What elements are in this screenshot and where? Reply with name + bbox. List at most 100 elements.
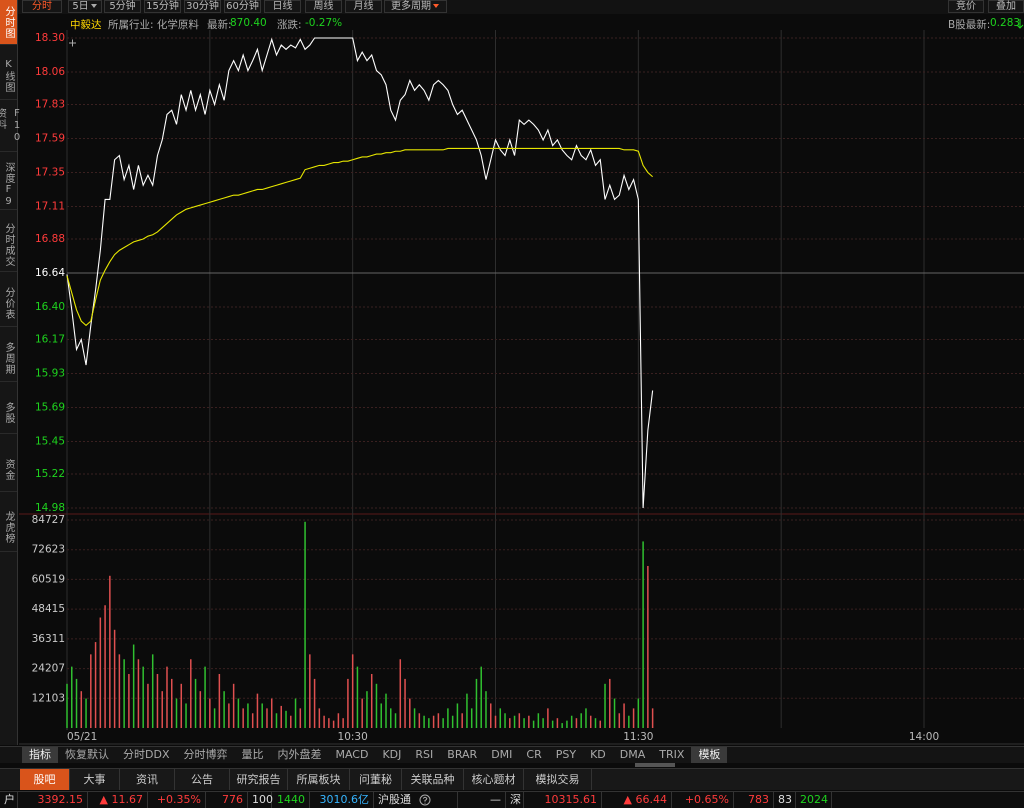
info-tab[interactable]: 股吧	[20, 769, 70, 790]
indicator-tab[interactable]: KD	[590, 748, 606, 761]
indicator-tab[interactable]: 分时DDX	[123, 748, 170, 761]
volume-bar	[461, 713, 463, 728]
period-tab[interactable]: 15分钟	[144, 0, 181, 13]
volume-bar	[585, 708, 587, 728]
x-tick-label: 10:30	[338, 731, 368, 743]
info-tab[interactable]: 研究报告	[230, 769, 288, 790]
volume-bar	[370, 673, 373, 728]
period-tab[interactable]: 5分钟	[104, 0, 141, 13]
volume-bar	[132, 644, 135, 728]
period-tab[interactable]: 30分钟	[184, 0, 221, 13]
volume-bar	[566, 720, 568, 728]
period-tab[interactable]: 更多周期	[384, 0, 447, 13]
y-tick-label: 17.59	[35, 133, 65, 145]
volume-bar	[204, 666, 206, 728]
volume-bar	[256, 693, 259, 728]
y-tick-label: 17.11	[35, 200, 65, 212]
indicator-tab[interactable]: 恢复默认	[65, 748, 109, 761]
side-tab[interactable]: 龙虎榜	[0, 503, 17, 552]
volume-bar	[499, 708, 502, 728]
status-item: 2024	[796, 792, 832, 808]
volume-bar	[475, 678, 478, 728]
volume-bar	[432, 715, 435, 728]
indicator-bar: 指标 恢复默认 分时DDX 分时博弈 量比 内外盘差 MACD KDJ RSI BRAR DMI CR…	[0, 746, 1024, 763]
help-icon[interactable]	[419, 794, 431, 806]
indicator-tab[interactable]: DMI	[491, 748, 513, 761]
volume-bar	[80, 691, 83, 728]
status-item: 1440	[272, 792, 310, 808]
indicator-tab[interactable]: DMA	[619, 748, 646, 761]
period-tab[interactable]: 周线	[305, 0, 342, 13]
scroll-handle	[635, 763, 675, 767]
period-tab[interactable]: 5日	[68, 0, 102, 13]
side-tab[interactable]: 多股	[0, 393, 17, 434]
status-item: ▲ 66.44	[602, 792, 672, 808]
period-tab[interactable]: 60分钟	[224, 0, 261, 13]
info-tab[interactable]: 大事	[70, 769, 120, 790]
right-tab[interactable]: 叠加	[988, 0, 1024, 13]
volume-bar	[561, 723, 563, 728]
volume-bar	[328, 718, 330, 728]
side-tab[interactable]: 分时图	[0, 0, 17, 45]
indicator-tab[interactable]: 量比	[241, 748, 264, 761]
volume-bar	[366, 691, 368, 728]
indicator-tab[interactable]: 分时博弈	[183, 748, 228, 761]
y-tick-label: 15.69	[35, 401, 65, 413]
volume-bar	[532, 720, 535, 728]
indicator-tab[interactable]: TRIX	[659, 748, 685, 761]
side-tab[interactable]: 资金	[0, 448, 17, 492]
indicator-tab[interactable]: 内外盘差	[277, 748, 322, 761]
side-tab[interactable]: 分价表	[0, 280, 17, 327]
indicator-tab[interactable]: RSI	[415, 748, 434, 761]
status-item: 3010.6亿	[310, 792, 374, 808]
volume-bar	[85, 698, 87, 728]
indicator-tab[interactable]: 指标	[22, 747, 58, 763]
volume-bar	[104, 605, 106, 728]
indicator-tab[interactable]: KDJ	[382, 748, 402, 761]
volume-bar	[609, 678, 611, 728]
volume-bar	[442, 718, 444, 728]
indicator-tab[interactable]: CR	[526, 748, 542, 761]
volume-bar	[537, 713, 540, 728]
indicator-tab[interactable]: PSY	[555, 748, 577, 761]
volume-bar	[190, 659, 192, 728]
side-tab[interactable]: 多周期	[0, 335, 17, 382]
side-tab[interactable]: 分时成交	[0, 218, 17, 272]
volume-bar	[409, 698, 411, 728]
info-tab[interactable]: 问董秘	[350, 769, 402, 790]
industry: 所属行业: 化学原料	[108, 19, 199, 31]
info-tab[interactable]: 关联品种	[402, 769, 464, 790]
period-tab[interactable]: 分时	[22, 0, 62, 13]
side-tab[interactable]: 深度F9	[0, 160, 17, 210]
volume-bar	[185, 703, 187, 728]
indicator-tab[interactable]: MACD	[335, 748, 369, 761]
status-item: —	[458, 792, 506, 808]
volume-bar	[613, 698, 616, 728]
status-item: +0.35%	[148, 792, 206, 808]
info-tab[interactable]: 模拟交易	[524, 769, 592, 790]
volume-bar	[347, 678, 349, 728]
right-tab[interactable]: 竞价	[948, 0, 984, 13]
indicator-tab[interactable]: BRAR	[447, 748, 478, 761]
side-tab[interactable]: K线图	[0, 52, 17, 100]
indicator-tab[interactable]: 模板	[691, 747, 728, 763]
status-item: +0.65%	[672, 792, 734, 808]
info-tab[interactable]: 公告	[175, 769, 230, 790]
status-item: 776	[206, 792, 248, 808]
volume-bar	[118, 654, 121, 728]
volume-bar	[280, 705, 283, 728]
info-tab[interactable]: 所属板块	[288, 769, 350, 790]
period-tab[interactable]: 月线	[345, 0, 382, 13]
x-tick-label: 05/21	[67, 731, 97, 743]
volume-bar	[237, 698, 240, 728]
volume-bar	[489, 703, 492, 728]
info-tab[interactable]: 资讯	[120, 769, 175, 790]
y-tick-label: 48415	[32, 603, 65, 615]
volume-bar	[290, 715, 292, 728]
volume-bar	[547, 708, 549, 728]
info-tab[interactable]: 核心题材	[464, 769, 524, 790]
period-tab[interactable]: 日线	[264, 0, 301, 13]
volume-bar	[399, 659, 402, 728]
volume-bar	[628, 715, 630, 728]
volume-bar	[213, 708, 216, 728]
